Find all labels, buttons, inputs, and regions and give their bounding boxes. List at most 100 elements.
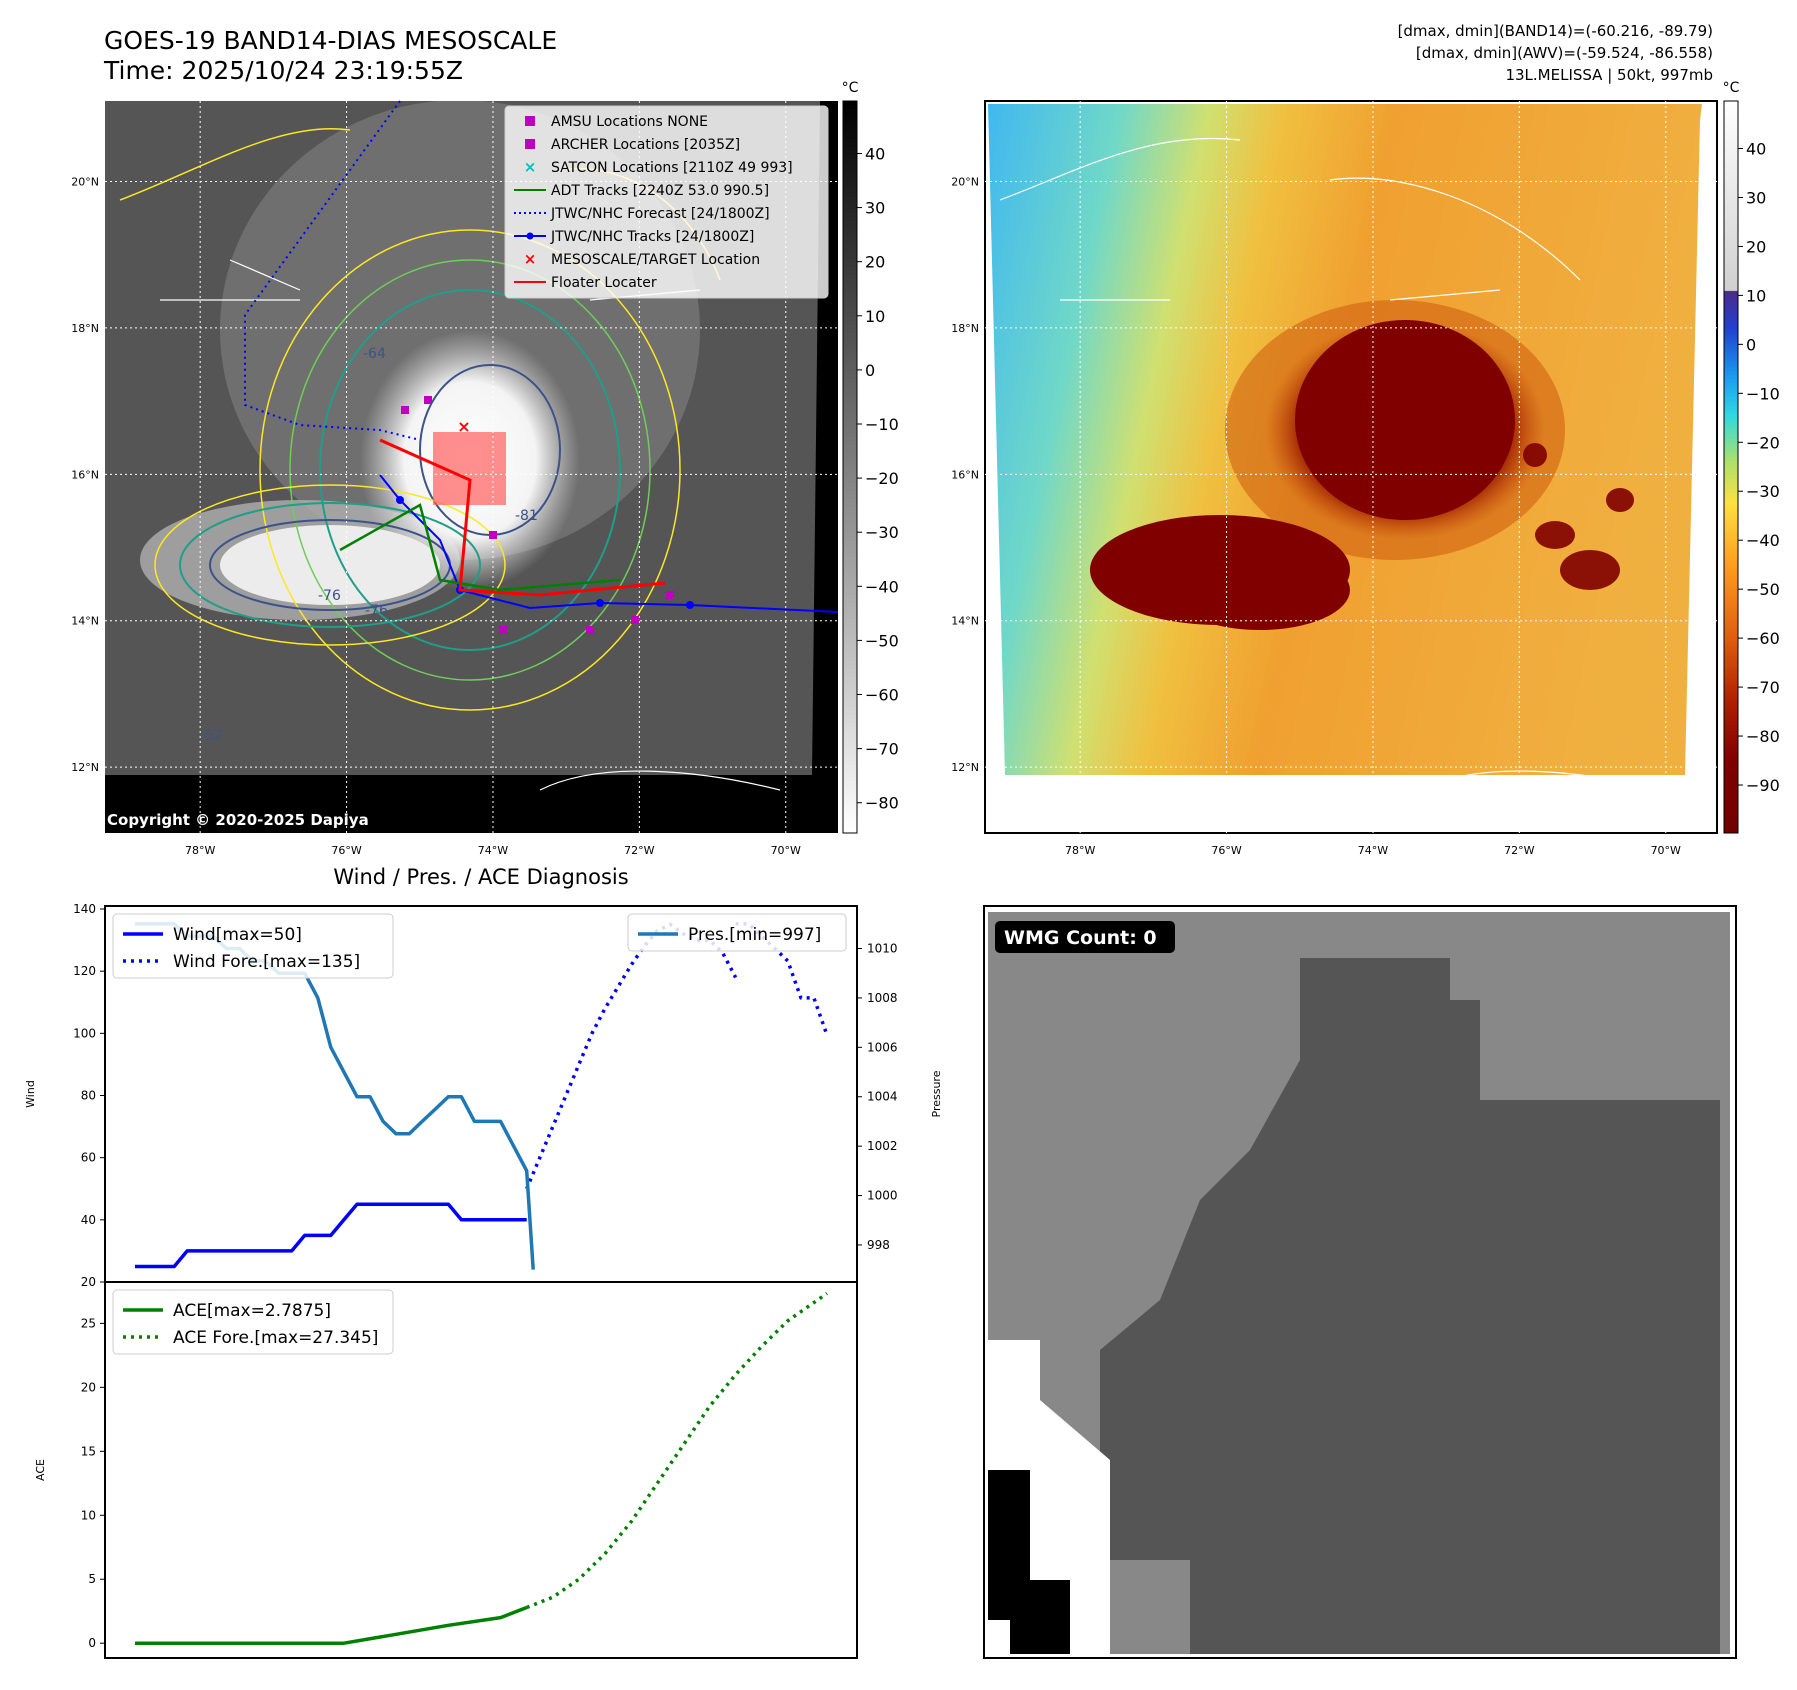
colorbar-tick-label: −40 (1746, 531, 1780, 550)
ir-lat-label: 20°N (71, 176, 99, 189)
legend-label: JTWC/NHC Forecast [24/1800Z] (550, 206, 770, 222)
wind-ylabel: Wind (24, 1080, 37, 1108)
colorbar-tick-label: −40 (865, 577, 899, 596)
y-tick-label: 5 (88, 1572, 96, 1586)
contour-label: -52 (200, 728, 223, 744)
y2-tick-label: 1004 (867, 1090, 898, 1104)
archer-marker (631, 616, 639, 624)
colorbar-tick-label: −90 (1746, 776, 1780, 795)
awv-lat-label: 12°N (951, 761, 979, 774)
y2-tick-label: 1010 (867, 942, 898, 956)
best-track-point (686, 601, 694, 609)
colorbar-tick-label: −60 (865, 685, 899, 704)
colorbar-tick-label: 10 (1746, 286, 1766, 305)
colorbar-tick-label: −30 (865, 523, 899, 542)
colorbar-tick-label: 40 (865, 144, 885, 163)
colorbar-tick-label: 20 (1746, 237, 1766, 256)
series-line (525, 922, 738, 1190)
awv-lon-label: 76°W (1211, 844, 1241, 857)
colorbar-tick-label: 10 (865, 307, 885, 326)
legend-marker-x: × (524, 250, 537, 268)
ir-colorbar-unit: °C (842, 80, 859, 96)
ir-lon-label: 70°W (771, 844, 801, 857)
pressure-legend-box (627, 913, 847, 952)
colorbar-tick-label: 30 (865, 199, 885, 218)
series-line (135, 1605, 528, 1645)
ir-lon-label: 76°W (331, 844, 361, 857)
info-band14: [dmax, dmin](BAND14)=(-60.216, -89.79) (1397, 22, 1713, 40)
legend-label: ARCHER Locations [2035Z] (551, 137, 740, 153)
legend-label: AMSU Locations NONE (551, 114, 708, 130)
colorbar-tick-label: −50 (1746, 580, 1780, 599)
ir-lat-label: 16°N (71, 468, 99, 481)
legend-label: JTWC/NHC Tracks [24/1800Z] (550, 229, 754, 245)
colorbar-tick-label: −80 (865, 794, 899, 813)
colorbar-tick-label: −30 (1746, 482, 1780, 501)
series-line (135, 1202, 527, 1269)
ir-lon-label: 78°W (185, 844, 215, 857)
y-tick-label: 80 (81, 1089, 96, 1103)
y-tick-label: 20 (81, 1275, 96, 1289)
contour-label: -76 (318, 588, 341, 604)
chart-title: Wind / Pres. / ACE Diagnosis (333, 865, 628, 889)
awv-lon-label: 74°W (1358, 844, 1388, 857)
legend-label: SATCON Locations [2110Z 49 993] (551, 160, 793, 176)
colorbar-tick-label: 0 (1746, 335, 1756, 354)
archer-marker (586, 626, 594, 634)
colorbar-tick-label: −60 (1746, 629, 1780, 648)
y-tick-label: 120 (73, 964, 96, 978)
contour-label: -64 (363, 346, 386, 362)
colorbar-tick-label: 0 (865, 361, 875, 380)
colorbar-tick-label: −70 (865, 740, 899, 759)
colorbar-tick-label: −20 (1746, 433, 1780, 452)
ir-panel: -64-76-81-76-52 78°W 76°W 74°W 72°W 70°W 20°… (71, 80, 899, 857)
colorbar-tick-label: −10 (865, 415, 899, 434)
colorbar-tick-label: 20 (865, 253, 885, 272)
awv-colorbar-unit: °C (1723, 80, 1740, 96)
y-tick-label: 20 (81, 1380, 96, 1394)
y2-tick-label: 1002 (867, 1139, 898, 1153)
y-tick-label: 10 (81, 1508, 96, 1522)
colorbar-tick-label: −20 (865, 469, 899, 488)
ir-colorbar (842, 100, 858, 834)
figure-time: Time: 2025/10/24 23:19:55Z (104, 56, 463, 85)
colorbar-tick-label: −10 (1746, 384, 1780, 403)
figure-title: GOES-19 BAND14-DIAS MESOSCALE (104, 26, 558, 55)
wmg-panel: WMG Count: 0 (983, 905, 1737, 1659)
legend-label: ACE[max=2.7875] (173, 1301, 331, 1321)
chart-legend-box (112, 1289, 394, 1355)
legend-label: Floater Locater (551, 275, 657, 291)
ir-lat-label: 18°N (71, 322, 99, 335)
best-track-point (596, 599, 604, 607)
legend-marker-dot (526, 232, 534, 240)
awv-lat-label: 16°N (951, 468, 979, 481)
y-tick-label: 100 (73, 1026, 96, 1040)
legend-marker-square (525, 139, 535, 149)
contour-label: -81 (515, 508, 538, 524)
y-tick-label: 25 (81, 1316, 96, 1330)
forecast-track (244, 100, 421, 441)
awv-panel: 78°W 76°W 74°W 72°W 70°W 20°N 18°N 16°N 14°N 12°… (951, 80, 1780, 857)
awv-lat-label: 18°N (951, 322, 979, 335)
colorbar-tick-label: 30 (1746, 188, 1766, 207)
archer-marker (401, 406, 409, 414)
y2-tick-label: 1008 (867, 991, 898, 1005)
awv-lat-label: 14°N (951, 615, 979, 628)
y2-tick-label: 1000 (867, 1189, 898, 1203)
ir-lat-label: 12°N (71, 761, 99, 774)
info-awv: [dmax, dmin](AWV)=(-59.524, -86.558) (1415, 44, 1713, 62)
wind-panel: Wind / Pres. / ACE Diagnosis Wind Pressu… (24, 865, 943, 1289)
wmg-count-label: WMG Count: 0 (1004, 927, 1157, 949)
colorbar-tick-label: −50 (865, 631, 899, 650)
y-tick-label: 140 (73, 902, 96, 916)
legend-label: Wind Fore.[max=135] (173, 952, 360, 972)
y-tick-label: 40 (81, 1213, 96, 1227)
colorbar-tick-label: −80 (1746, 727, 1780, 746)
awv-lon-label: 78°W (1065, 844, 1095, 857)
legend-label: MESOSCALE/TARGET Location (551, 252, 760, 268)
awv-lon-label: 70°W (1651, 844, 1681, 857)
floater-track (379, 438, 666, 597)
series-line (526, 1291, 829, 1610)
ir-lat-label: 14°N (71, 615, 99, 628)
